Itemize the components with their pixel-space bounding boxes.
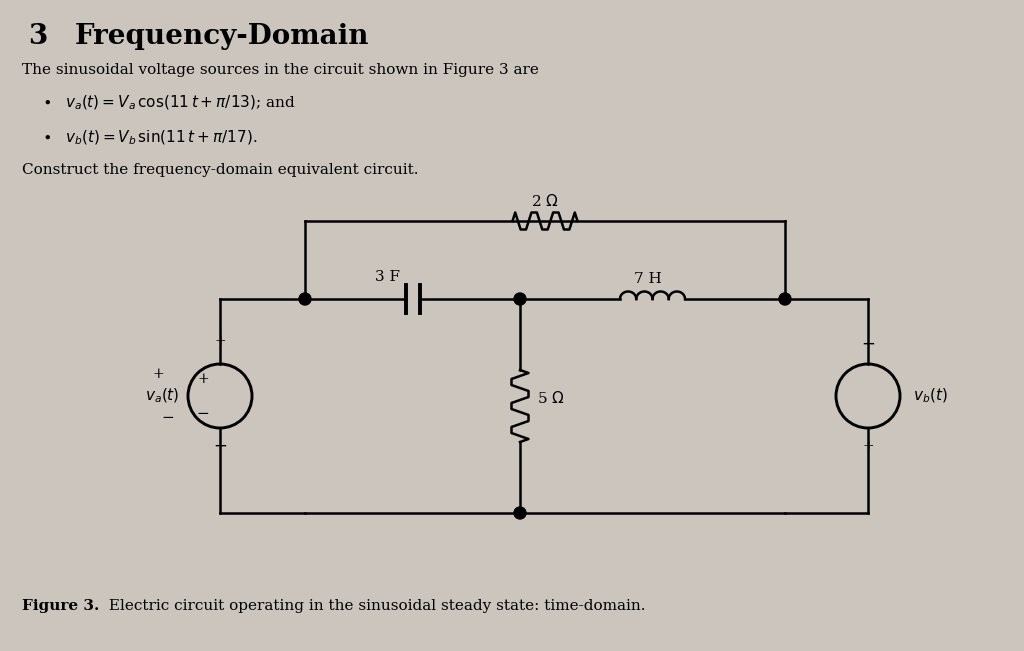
Text: +: + [862,439,873,453]
Text: −: − [197,406,209,421]
Text: +: + [198,372,209,386]
Text: $v_a(t)$: $v_a(t)$ [144,387,179,405]
Text: 5 $\Omega$: 5 $\Omega$ [537,390,564,406]
Text: $v_b(t)$: $v_b(t)$ [912,387,947,405]
Text: The sinusoidal voltage sources in the circuit shown in Figure 3 are: The sinusoidal voltage sources in the ci… [22,63,539,77]
Text: −: − [162,411,174,426]
Text: $\bullet$: $\bullet$ [42,129,51,144]
Text: +: + [214,334,226,348]
Text: −: − [213,437,227,455]
Text: 3 F: 3 F [375,270,400,284]
Text: 3: 3 [28,23,47,50]
Text: +: + [153,367,164,381]
Text: Construct the frequency-domain equivalent circuit.: Construct the frequency-domain equivalen… [22,163,419,177]
Circle shape [514,293,526,305]
Text: −: − [861,335,874,353]
Text: $\bullet$: $\bullet$ [42,94,51,109]
Text: $v_b(t) = V_b\,\sin(11\,t + \pi/17)$.: $v_b(t) = V_b\,\sin(11\,t + \pi/17)$. [65,129,257,147]
Text: 2 $\Omega$: 2 $\Omega$ [531,193,559,209]
Text: Figure 3.: Figure 3. [22,599,99,613]
Circle shape [299,293,311,305]
Circle shape [514,507,526,519]
Text: 7 H: 7 H [634,272,662,286]
Text: Frequency-Domain: Frequency-Domain [75,23,370,50]
Text: $v_a(t) = V_a\,\cos(11\,t + \pi/13)$; and: $v_a(t) = V_a\,\cos(11\,t + \pi/13)$; an… [65,94,296,113]
Circle shape [779,293,791,305]
Text: Electric circuit operating in the sinusoidal steady state: time-domain.: Electric circuit operating in the sinuso… [104,599,645,613]
